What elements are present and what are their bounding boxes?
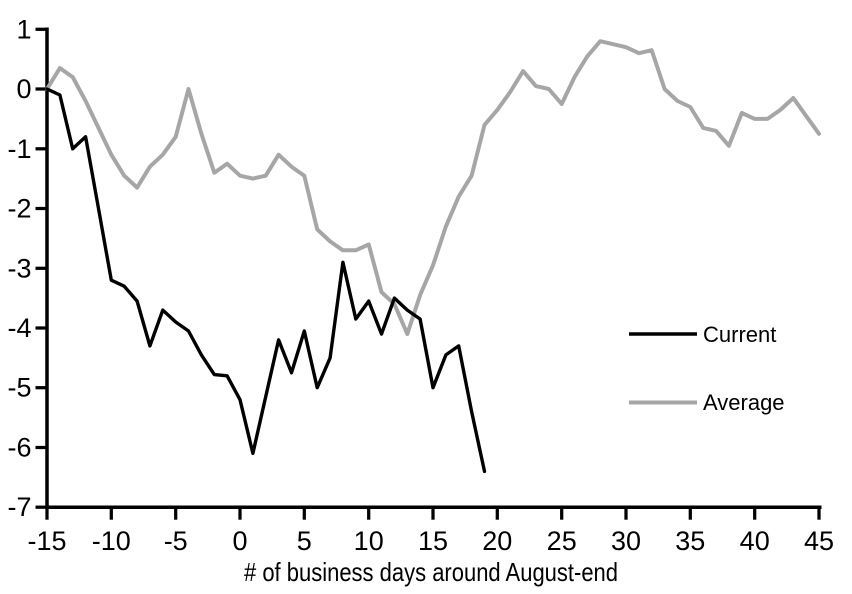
series-line-current [45, 87, 487, 474]
y-tick-label: -1 [7, 134, 31, 164]
x-axis-ticks [45, 507, 821, 520]
y-tick-label: -6 [7, 433, 31, 463]
x-tick-label: 40 [740, 526, 770, 556]
legend-current-label: Current [703, 322, 776, 347]
y-tick-label: 0 [16, 74, 31, 104]
x-tick-label: 10 [354, 526, 384, 556]
y-tick-label: -4 [7, 313, 31, 343]
x-tick-label: -5 [164, 526, 188, 556]
legend: Current Average [629, 322, 785, 415]
x-tick-label: 35 [675, 526, 705, 556]
x-tick-label: 15 [418, 526, 448, 556]
y-axis-ticks [35, 27, 46, 509]
y-tick-label: -3 [7, 253, 31, 283]
series-line-average [45, 39, 821, 336]
y-tick-label: -2 [7, 194, 31, 224]
x-axis-tick-labels: -15 -10 -5 0 5 10 15 20 25 30 35 40 45 [27, 526, 834, 556]
y-axis-tick-labels: 1 0 -1 -2 -3 -4 -5 -6 -7 [7, 14, 31, 522]
y-tick-label: 1 [16, 14, 31, 44]
x-tick-label: 20 [482, 526, 512, 556]
x-tick-label: 0 [232, 526, 247, 556]
x-tick-label: 5 [297, 526, 312, 556]
x-tick-label: 25 [547, 526, 577, 556]
y-tick-label: -5 [7, 373, 31, 403]
x-tick-label: -10 [92, 526, 131, 556]
y-tick-label: -7 [7, 492, 31, 522]
x-axis-title: # of business days around August-end [244, 557, 618, 587]
x-tick-label: -15 [27, 526, 66, 556]
x-tick-label: 30 [611, 526, 641, 556]
legend-average-label: Average [703, 390, 785, 415]
x-tick-label: 45 [804, 526, 834, 556]
